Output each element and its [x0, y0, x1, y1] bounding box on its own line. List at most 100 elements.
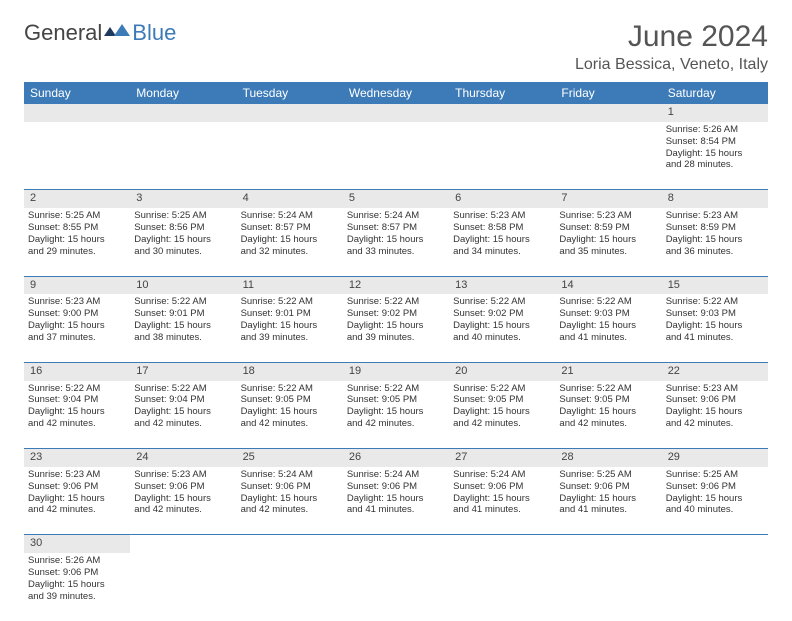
day-cell: Sunrise: 5:24 AMSunset: 8:57 PMDaylight:… — [343, 208, 449, 276]
day-number: 12 — [343, 276, 449, 294]
day-cell — [130, 122, 236, 190]
day-number: 4 — [237, 190, 343, 208]
day-header: Sunday — [24, 82, 130, 104]
day-number — [449, 104, 555, 122]
day-cell: Sunrise: 5:22 AMSunset: 9:03 PMDaylight:… — [662, 294, 768, 362]
day-cell: Sunrise: 5:22 AMSunset: 9:01 PMDaylight:… — [130, 294, 236, 362]
day-number: 22 — [662, 362, 768, 380]
day-number — [555, 104, 661, 122]
day-cell: Sunrise: 5:23 AMSunset: 9:06 PMDaylight:… — [130, 467, 236, 535]
day-number: 7 — [555, 190, 661, 208]
day-number: 9 — [24, 276, 130, 294]
day-number: 1 — [662, 104, 768, 122]
day-cell — [24, 122, 130, 190]
day-cell: Sunrise: 5:26 AMSunset: 8:54 PMDaylight:… — [662, 122, 768, 190]
day-cell: Sunrise: 5:25 AMSunset: 9:06 PMDaylight:… — [555, 467, 661, 535]
day-cell: Sunrise: 5:25 AMSunset: 9:06 PMDaylight:… — [662, 467, 768, 535]
day-cell — [343, 122, 449, 190]
day-number: 18 — [237, 362, 343, 380]
day-cell — [449, 553, 555, 621]
day-cell — [555, 553, 661, 621]
day-number: 13 — [449, 276, 555, 294]
day-cell: Sunrise: 5:24 AMSunset: 8:57 PMDaylight:… — [237, 208, 343, 276]
day-cell — [237, 553, 343, 621]
day-number: 15 — [662, 276, 768, 294]
day-number — [237, 104, 343, 122]
day-cell: Sunrise: 5:23 AMSunset: 9:00 PMDaylight:… — [24, 294, 130, 362]
day-number: 25 — [237, 449, 343, 467]
day-number: 20 — [449, 362, 555, 380]
day-number: 17 — [130, 362, 236, 380]
day-header: Tuesday — [237, 82, 343, 104]
logo: General Blue — [24, 20, 176, 46]
day-cell: Sunrise: 5:23 AMSunset: 9:06 PMDaylight:… — [24, 467, 130, 535]
day-cell: Sunrise: 5:22 AMSunset: 9:05 PMDaylight:… — [449, 381, 555, 449]
day-cell: Sunrise: 5:23 AMSunset: 8:59 PMDaylight:… — [662, 208, 768, 276]
logo-text-b: Blue — [132, 20, 176, 46]
day-header: Wednesday — [343, 82, 449, 104]
day-cell: Sunrise: 5:22 AMSunset: 9:04 PMDaylight:… — [24, 381, 130, 449]
day-header: Friday — [555, 82, 661, 104]
day-number — [130, 104, 236, 122]
day-header: Saturday — [662, 82, 768, 104]
calendar-head: SundayMondayTuesdayWednesdayThursdayFrid… — [24, 82, 768, 104]
day-cell: Sunrise: 5:22 AMSunset: 9:05 PMDaylight:… — [555, 381, 661, 449]
day-cell: Sunrise: 5:24 AMSunset: 9:06 PMDaylight:… — [343, 467, 449, 535]
day-number: 14 — [555, 276, 661, 294]
day-number: 29 — [662, 449, 768, 467]
flag-icon — [104, 20, 130, 46]
day-header: Thursday — [449, 82, 555, 104]
day-number — [449, 535, 555, 553]
page-header: General Blue June 2024 Loria Bessica, Ve… — [24, 20, 768, 74]
day-cell: Sunrise: 5:24 AMSunset: 9:06 PMDaylight:… — [237, 467, 343, 535]
page-title: June 2024 — [575, 20, 768, 54]
day-number: 6 — [449, 190, 555, 208]
day-cell: Sunrise: 5:22 AMSunset: 9:02 PMDaylight:… — [449, 294, 555, 362]
day-number: 8 — [662, 190, 768, 208]
day-number: 24 — [130, 449, 236, 467]
day-number: 23 — [24, 449, 130, 467]
day-cell: Sunrise: 5:23 AMSunset: 8:59 PMDaylight:… — [555, 208, 661, 276]
day-cell — [343, 553, 449, 621]
title-block: June 2024 Loria Bessica, Veneto, Italy — [575, 20, 768, 74]
day-number: 30 — [24, 535, 130, 553]
day-number — [662, 535, 768, 553]
day-cell: Sunrise: 5:25 AMSunset: 8:56 PMDaylight:… — [130, 208, 236, 276]
calendar-body: 1Sunrise: 5:26 AMSunset: 8:54 PMDaylight… — [24, 104, 768, 621]
day-number: 19 — [343, 362, 449, 380]
day-number: 26 — [343, 449, 449, 467]
day-number: 21 — [555, 362, 661, 380]
day-cell: Sunrise: 5:22 AMSunset: 9:02 PMDaylight:… — [343, 294, 449, 362]
logo-text-a: General — [24, 20, 102, 46]
day-cell: Sunrise: 5:22 AMSunset: 9:05 PMDaylight:… — [343, 381, 449, 449]
day-cell: Sunrise: 5:23 AMSunset: 9:06 PMDaylight:… — [662, 381, 768, 449]
day-number: 27 — [449, 449, 555, 467]
day-number: 10 — [130, 276, 236, 294]
day-cell — [130, 553, 236, 621]
day-number: 16 — [24, 362, 130, 380]
day-cell — [555, 122, 661, 190]
day-number — [130, 535, 236, 553]
day-cell: Sunrise: 5:22 AMSunset: 9:04 PMDaylight:… — [130, 381, 236, 449]
day-number: 5 — [343, 190, 449, 208]
day-cell — [237, 122, 343, 190]
day-cell — [662, 553, 768, 621]
day-number: 28 — [555, 449, 661, 467]
day-number — [555, 535, 661, 553]
day-cell: Sunrise: 5:25 AMSunset: 8:55 PMDaylight:… — [24, 208, 130, 276]
day-cell: Sunrise: 5:26 AMSunset: 9:06 PMDaylight:… — [24, 553, 130, 621]
day-cell: Sunrise: 5:22 AMSunset: 9:01 PMDaylight:… — [237, 294, 343, 362]
day-header: Monday — [130, 82, 236, 104]
day-number: 3 — [130, 190, 236, 208]
day-number: 2 — [24, 190, 130, 208]
day-number — [24, 104, 130, 122]
day-number — [343, 104, 449, 122]
calendar-table: SundayMondayTuesdayWednesdayThursdayFrid… — [24, 82, 768, 621]
day-number: 11 — [237, 276, 343, 294]
day-number — [343, 535, 449, 553]
day-number — [237, 535, 343, 553]
day-cell: Sunrise: 5:23 AMSunset: 8:58 PMDaylight:… — [449, 208, 555, 276]
day-cell — [449, 122, 555, 190]
day-cell: Sunrise: 5:24 AMSunset: 9:06 PMDaylight:… — [449, 467, 555, 535]
day-cell: Sunrise: 5:22 AMSunset: 9:05 PMDaylight:… — [237, 381, 343, 449]
